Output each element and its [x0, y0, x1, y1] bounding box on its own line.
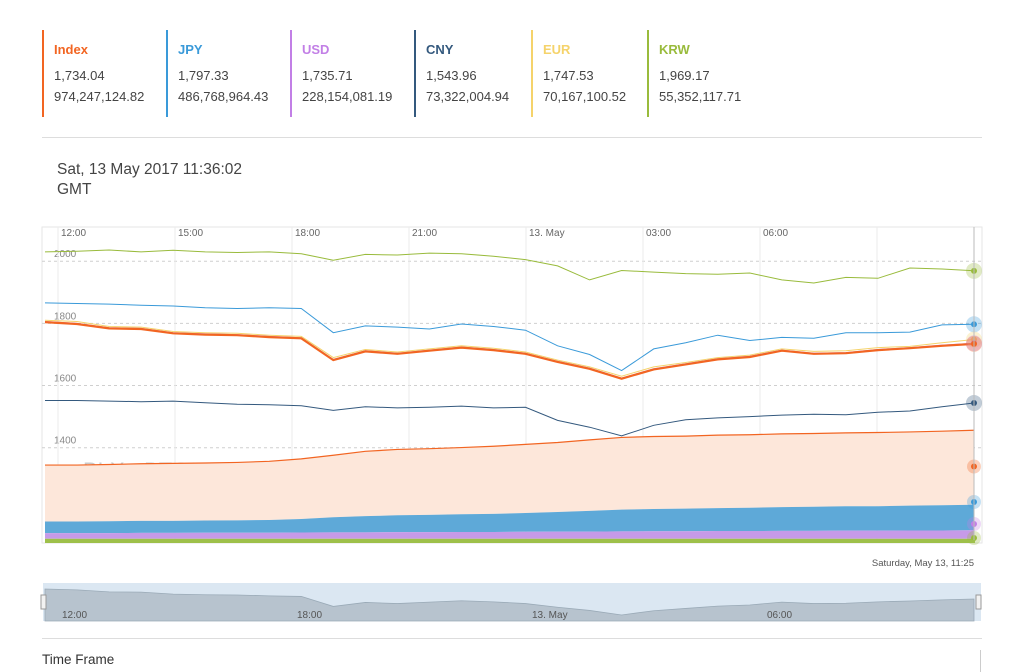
y-tick-label: 1400: [54, 436, 77, 447]
x-tick-label: 21:00: [412, 228, 437, 239]
y-tick-label: 2000: [54, 249, 77, 260]
y-tick-label: 1800: [54, 311, 77, 322]
legend-price: 1,543.96: [426, 68, 477, 83]
timestamp: Sat, 13 May 2017 11:36:02 GMT: [57, 160, 242, 200]
x-tick-label: 15:00: [178, 228, 203, 239]
y-tick-label: 1600: [54, 374, 77, 385]
navigator-tick-label: 06:00: [767, 610, 792, 621]
tooltip-date: Saturday, May 13, 11:25: [872, 558, 974, 569]
volume-line-index: [45, 429, 975, 466]
price-chart[interactable]: 2000 1800 1600 1400 12:00 15:00 18:00 21:00 13. …: [0, 0, 1014, 640]
legend-name: JPY: [178, 42, 203, 57]
timestamp-date: Sat, 13 May 2017 11:36:02: [57, 161, 242, 178]
series-line-index: [44, 321, 975, 380]
legend-name: USD: [302, 42, 330, 57]
time-frame-label: Time Frame: [42, 652, 115, 667]
legend-name: KRW: [659, 42, 690, 57]
legend-volume: 55,352,117.71: [659, 89, 742, 104]
legend-price: 1,735.71: [302, 68, 353, 83]
legend-volume: 70,167,100.52: [543, 89, 627, 104]
timestamp-zone: GMT: [57, 181, 92, 198]
volume-area-jpy: [45, 504, 974, 534]
navigator-area: [44, 588, 975, 622]
x-tick-label: 13. May: [529, 228, 565, 239]
legend-price: 1,969.17: [659, 68, 710, 83]
series-line-krw: [44, 249, 975, 284]
legend-price: 1,797.33: [178, 68, 229, 83]
legend-price: 1,747.53: [543, 68, 594, 83]
legend-price: 1,734.04: [54, 68, 105, 83]
volume-area-usd: [45, 530, 974, 539]
navigator-tick-label: 12:00: [62, 610, 87, 621]
volume-area-index: [45, 430, 974, 522]
navigator-tick-label: 18:00: [297, 610, 322, 621]
navigator-left-handle[interactable]: [40, 594, 47, 610]
navigator-right-handle[interactable]: [975, 594, 982, 610]
legend-item-cny[interactable]: CNY 1,543.96 73,322,004.94: [414, 30, 509, 117]
panel-border: [980, 650, 981, 672]
legend-name: CNY: [426, 42, 454, 57]
legend-divider: [42, 137, 982, 138]
legend-volume: 228,154,081.19: [302, 89, 393, 104]
legend-item-krw[interactable]: KRW 1,969.17 55,352,117.71: [647, 30, 741, 117]
legend-volume: 974,247,124.82: [54, 89, 145, 104]
series-line-jpy: [44, 302, 975, 372]
x-tick-label: 12:00: [61, 228, 86, 239]
series-line-cny: [45, 400, 975, 437]
legend-item-jpy[interactable]: JPY 1,797.33 486,768,964.43: [166, 30, 268, 117]
legend-item-index[interactable]: Index 1,734.04 974,247,124.82: [42, 30, 144, 117]
x-tick-label: 18:00: [295, 228, 320, 239]
price-legend: Index 1,734.04 974,247,124.82 JPY 1,797.…: [42, 30, 802, 118]
x-tick-label: 06:00: [763, 228, 788, 239]
navigator-tick-label: 13. May: [532, 610, 568, 621]
legend-item-eur[interactable]: EUR 1,747.53 70,167,100.52: [531, 30, 626, 117]
legend-volume: 73,322,004.94: [426, 89, 510, 104]
x-tick-label: 03:00: [646, 228, 671, 239]
legend-name: EUR: [543, 42, 571, 57]
legend-volume: 486,768,964.43: [178, 89, 269, 104]
baseline-strip: [45, 540, 975, 543]
series-line-eur: [44, 319, 975, 377]
legend-name: Index: [54, 42, 88, 57]
footer-divider: [42, 638, 982, 639]
legend-item-usd[interactable]: USD 1,735.71 228,154,081.19: [290, 30, 392, 117]
